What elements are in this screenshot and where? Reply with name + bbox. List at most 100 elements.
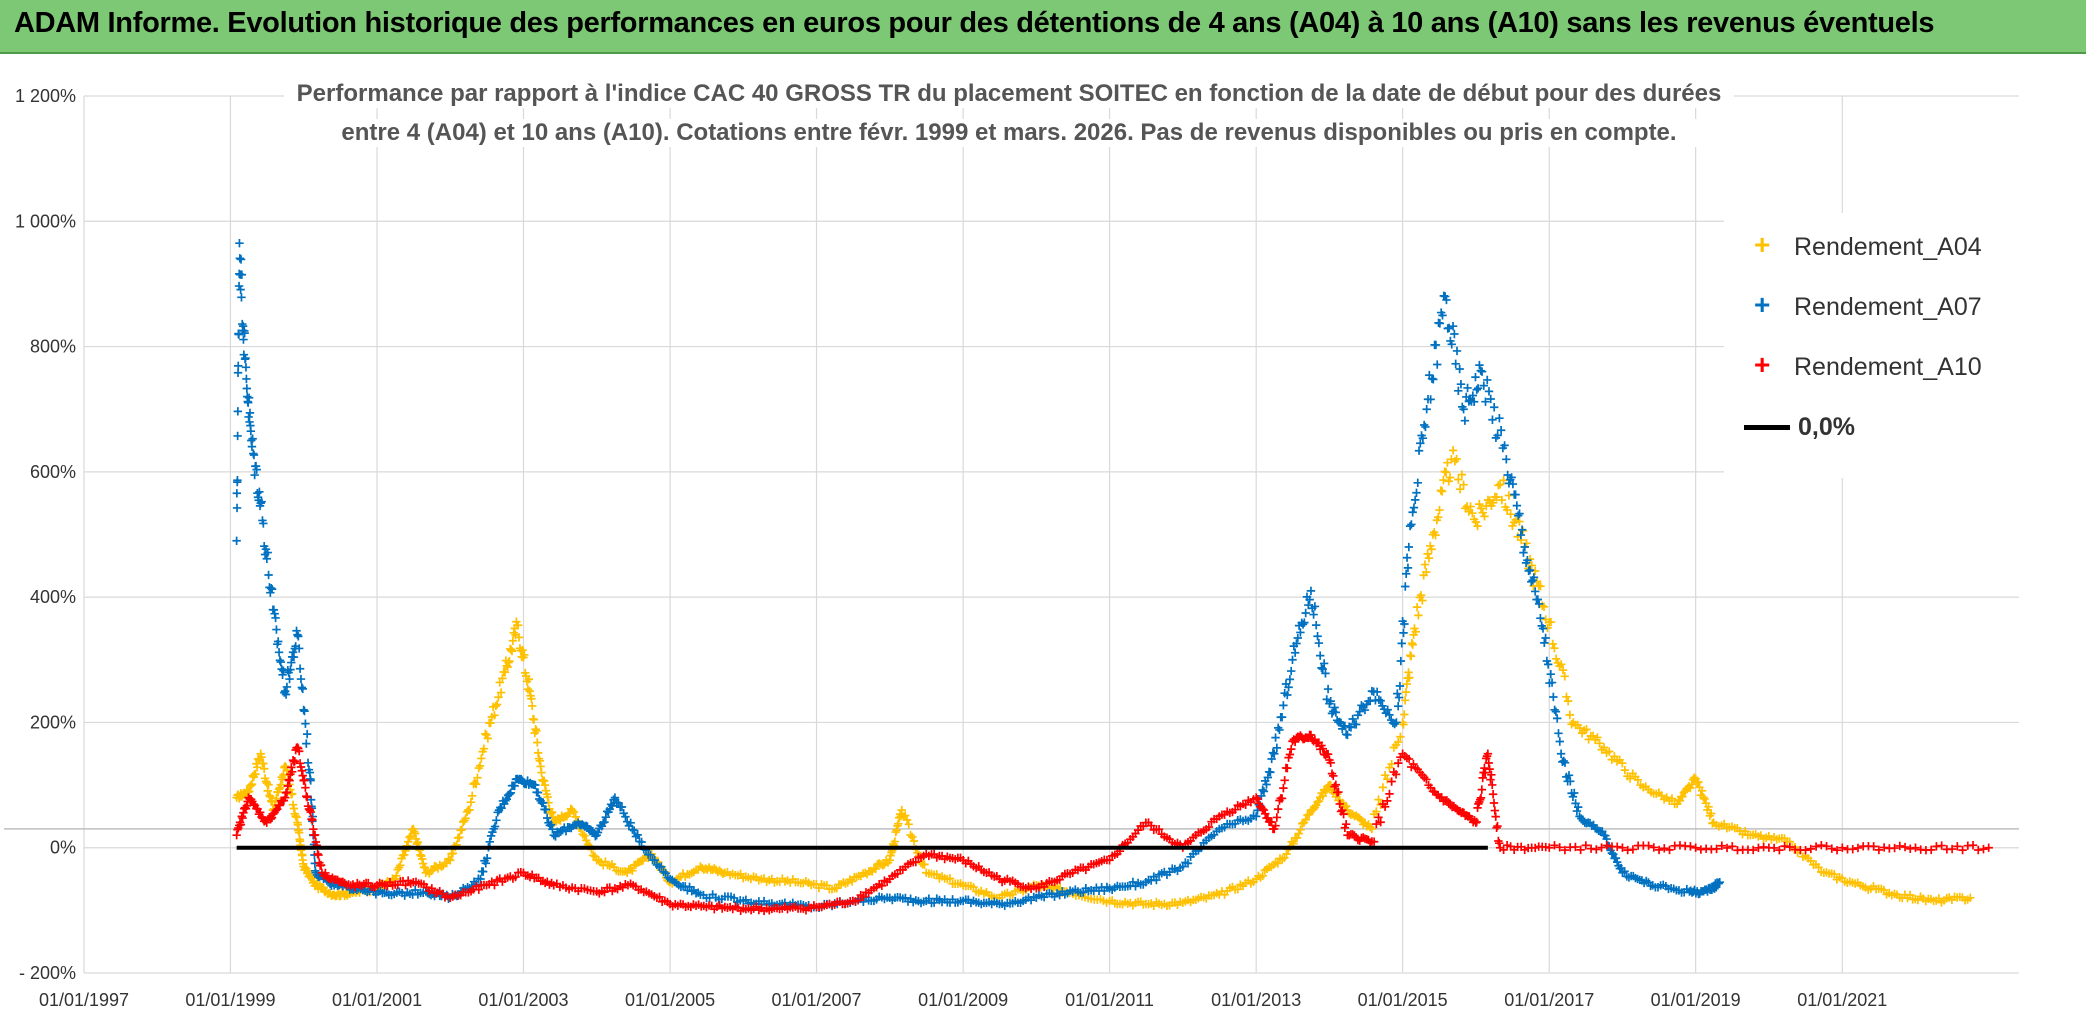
point-rendement_a10: [305, 805, 315, 815]
point-rendement_a04-cloud: [392, 871, 401, 880]
point-rendement_a10-cloud: [300, 775, 309, 785]
y-tick-label: 200%: [30, 712, 76, 732]
point-rendement_a04-cloud: [1435, 505, 1444, 515]
point-rendement_a10-cloud: [1900, 842, 1910, 852]
point-rendement_a10-cloud: [1383, 796, 1392, 806]
point-rendement_a07-cloud: [1554, 729, 1563, 738]
point-rendement_a07-cloud: [1313, 632, 1322, 641]
point-rendement_a04-cloud: [1879, 885, 1889, 895]
point-rendement_a07-cloud: [1401, 582, 1410, 591]
point-rendement_a04-cloud: [504, 658, 513, 667]
legend-marker-a04: +: [1754, 229, 1771, 260]
point-rendement_a07-cloud: [302, 739, 311, 748]
point-rendement_a04-cloud: [470, 778, 480, 788]
point-rendement_a10-cloud: [294, 747, 304, 756]
point-rendement_a07-cloud: [529, 780, 539, 790]
point-rendement_a10-cloud: [1628, 845, 1638, 854]
point-rendement_a04-cloud: [1439, 475, 1448, 485]
x-tick-label: 01/01/2005: [625, 990, 715, 1010]
point-rendement_a07-cloud: [1397, 639, 1406, 648]
point-rendement_a07-cloud: [1412, 488, 1421, 497]
point-rendement_a07: [1477, 367, 1487, 376]
point-rendement_a07-cloud: [1620, 867, 1629, 876]
point-rendement_a07-cloud: [1473, 384, 1483, 393]
point-rendement_a10-cloud: [1974, 845, 1983, 855]
point-rendement_a04-cloud: [1401, 687, 1411, 697]
point-rendement_a04-cloud: [1294, 829, 1303, 838]
point-rendement_a04-cloud: [969, 882, 978, 892]
point-rendement_a04-cloud: [827, 885, 837, 894]
point-rendement_a04-cloud: [1437, 487, 1447, 496]
point-rendement_a04-cloud: [1625, 774, 1635, 783]
point-rendement_a04-cloud: [847, 877, 857, 886]
point-rendement_a04-cloud: [1926, 895, 1936, 904]
point-rendement_a10-cloud: [1665, 845, 1674, 855]
point-rendement_a10: [1691, 843, 1700, 852]
point-rendement_a07-cloud: [505, 789, 514, 799]
point-rendement_a04-cloud: [264, 780, 273, 789]
point-rendement_a07-cloud: [1496, 426, 1506, 435]
point-rendement_a04-cloud: [1280, 853, 1289, 863]
point-rendement_a07-cloud: [278, 670, 287, 679]
point-rendement_a04-cloud: [956, 879, 965, 888]
point-rendement_a04-cloud: [406, 831, 415, 841]
point-rendement_a04-cloud: [540, 780, 550, 790]
point-rendement_a10-cloud: [1492, 823, 1501, 832]
point-rendement_a04-cloud: [272, 794, 281, 803]
point-rendement_a07-cloud: [1290, 648, 1300, 657]
point-rendement_a10-cloud: [1396, 752, 1405, 762]
y-tick-label: 0%: [50, 838, 76, 858]
point-rendement_a07-cloud: [1330, 703, 1339, 712]
point-rendement_a10-cloud: [1488, 790, 1498, 799]
point-rendement_a10-cloud: [1280, 776, 1289, 785]
point-rendement_a07-cloud: [1493, 431, 1502, 440]
point-rendement_a07-cloud: [1414, 446, 1424, 455]
point-rendement_a07-cloud: [239, 335, 248, 344]
point-rendement_a07-cloud: [956, 896, 965, 906]
point-rendement_a07-cloud: [485, 837, 494, 847]
point-rendement_a04-cloud: [1408, 640, 1417, 649]
point-rendement_a07-cloud: [237, 270, 247, 279]
point-rendement_a04-cloud: [539, 776, 549, 785]
point-rendement_a04-cloud: [1508, 521, 1517, 531]
point-rendement_a10-cloud: [1488, 780, 1497, 790]
point-rendement_a10-cloud: [1258, 804, 1267, 814]
point-rendement_a04-cloud: [1605, 747, 1614, 756]
point-rendement_a04-cloud: [416, 850, 425, 860]
point-rendement_a07-cloud: [601, 812, 611, 822]
point-rendement_a10-cloud: [663, 897, 672, 907]
point-rendement_a07: [1404, 542, 1414, 552]
point-rendement_a04-cloud: [303, 866, 313, 876]
point-rendement_a07-cloud: [1570, 788, 1579, 798]
point-rendement_a10-cloud: [1139, 822, 1148, 831]
point-rendement_a10-cloud: [1285, 750, 1295, 759]
point-rendement_a04-cloud: [736, 869, 745, 879]
point-rendement_a07-cloud: [1426, 395, 1435, 404]
point-rendement_a07-cloud: [1508, 479, 1518, 489]
y-tick-label: 800%: [30, 337, 76, 357]
point-rendement_a10-cloud: [1404, 754, 1414, 764]
point-rendement_a10-cloud: [1817, 841, 1826, 850]
point-rendement_a07-cloud: [919, 897, 928, 906]
x-tick-label: 01/01/2001: [332, 990, 422, 1010]
point-rendement_a07-cloud: [262, 554, 272, 563]
point-rendement_a07: [235, 239, 244, 248]
point-rendement_a07-cloud: [233, 476, 242, 485]
point-rendement_a10-cloud: [427, 884, 437, 893]
point-rendement_a07-cloud: [1400, 619, 1409, 629]
point-rendement_a04-cloud: [513, 620, 523, 630]
x-tick-label: 01/01/2011: [1065, 990, 1154, 1010]
point-rendement_a07-cloud: [269, 605, 279, 615]
point-rendement_a04-cloud: [1558, 665, 1568, 675]
point-rendement_a10-cloud: [1649, 843, 1659, 852]
point-rendement_a10-cloud: [1874, 845, 1884, 855]
point-rendement_a07-cloud: [1409, 503, 1419, 512]
point-rendement_a04-cloud: [486, 718, 495, 728]
point-rendement_a07-cloud: [631, 832, 641, 841]
point-rendement_a04-cloud: [1780, 834, 1789, 843]
point-rendement_a07: [293, 630, 302, 639]
point-rendement_a04-cloud: [413, 838, 422, 847]
point-rendement_a07-cloud: [1323, 684, 1333, 694]
point-rendement_a07-cloud: [646, 850, 655, 860]
